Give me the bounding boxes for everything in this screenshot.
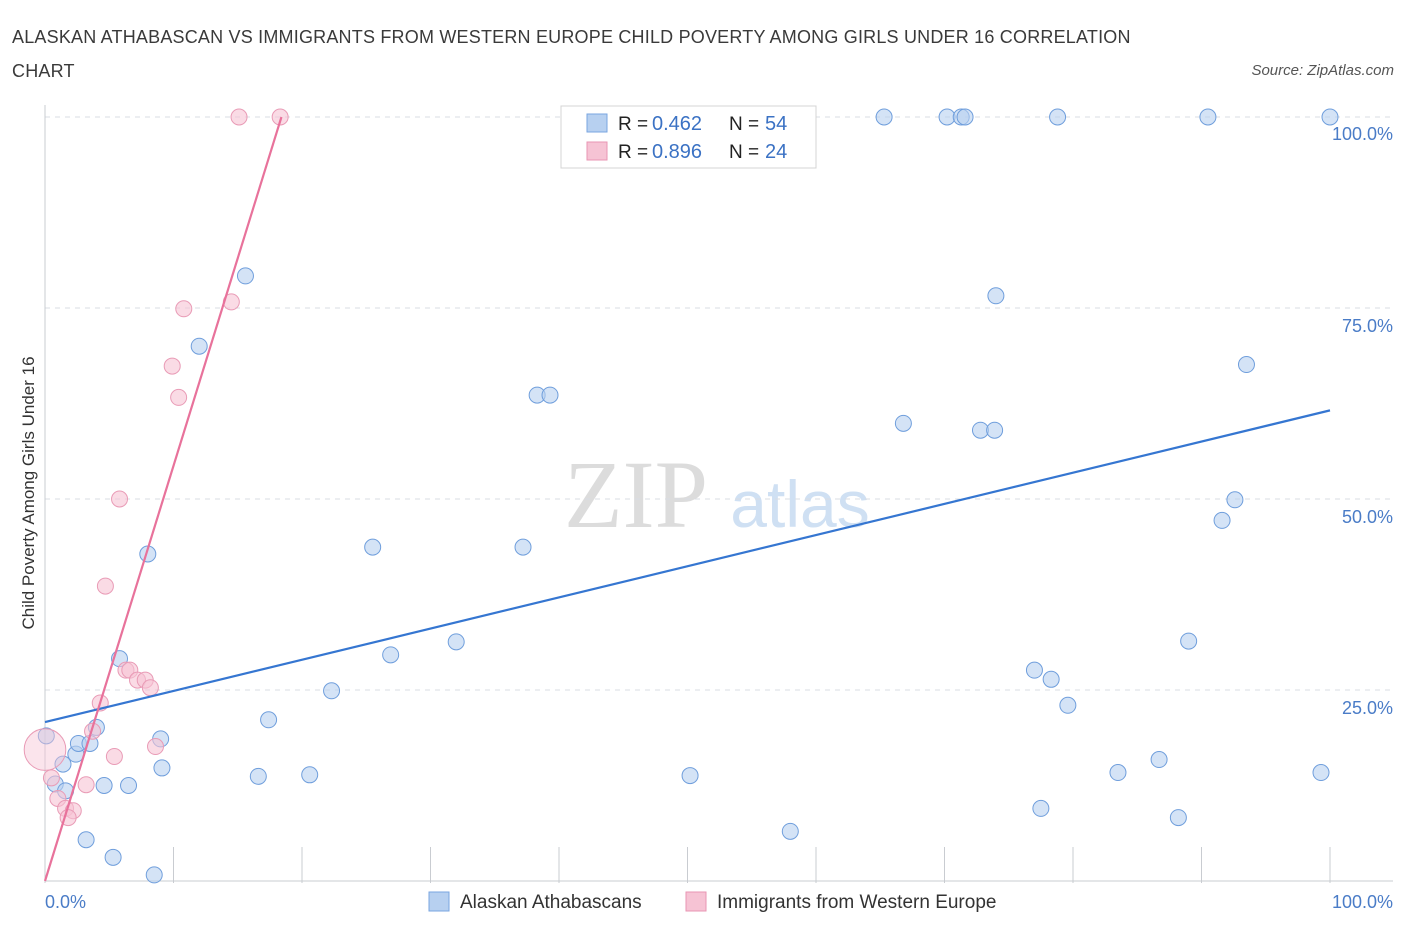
point-western-europe-20 [175,300,193,318]
point-alaskan-athabascan-10 [95,777,113,794]
legend-label-alaskan-athabascans: Alaskan Athabascans [460,892,642,913]
point-western-europe-11 [111,490,129,508]
point-western-europe-23 [271,108,289,126]
point-alaskan-athabascan-35 [956,108,974,126]
point-alaskan-athabascan-44 [1109,764,1127,782]
point-alaskan-athabascan-2 [54,755,72,773]
point-alaskan-athabascan-29 [681,767,699,785]
point-alaskan-athabascan-30 [781,822,799,840]
point-alaskan-athabascan-40 [1032,799,1050,817]
point-alaskan-athabascan-14 [145,866,163,884]
point-alaskan-athabascan-19 [249,767,267,785]
stats-r-label-blue: R = [618,114,648,135]
x-tick-label-max: 100.0% [1332,892,1393,912]
point-western-europe-16 [141,679,159,697]
point-alaskan-athabascan-46 [1169,809,1187,827]
point-western-europe-9 [96,577,114,595]
point-alaskan-athabascan-28 [541,386,559,404]
point-alaskan-athabascan-32 [894,414,912,432]
y-tick-label-75: 75.0% [1342,316,1393,336]
series-legend: Alaskan Athabascans Immigrants from West… [428,891,996,913]
point-alaskan-athabascan-31 [875,108,893,126]
source-credit: Source: ZipAtlas.com [1251,62,1394,79]
x-tick-label-min: 0.0% [45,892,86,912]
trend-lines [43,116,1331,882]
chart-title: ALASKAN ATHABASCAN VS IMMIGRANTS FROM WE… [12,27,1131,81]
y-tick-label-50: 50.0% [1342,507,1393,527]
point-alaskan-athabascan-9 [104,848,122,866]
y-tick-labels: 25.0% 50.0% 75.0% 100.0% [1332,124,1393,718]
stats-n-value-pink: 24 [765,141,787,163]
point-alaskan-athabascan-18 [236,267,254,285]
point-western-europe-6 [77,776,95,794]
point-alaskan-athabascan-49 [1213,511,1231,529]
point-alaskan-athabascan-52 [1312,764,1330,782]
stats-n-value-blue: 54 [765,113,787,135]
stats-n-label-blue: N = [729,114,759,135]
point-western-europe-10 [105,747,123,765]
point-alaskan-athabascan-16 [153,759,171,777]
stats-legend-swatch-pink [586,141,608,161]
point-alaskan-athabascan-0 [37,727,55,745]
watermark: ZIP atlas [564,441,870,548]
series-immigrants-western-europe-points [23,108,289,827]
point-alaskan-athabascan-39 [1025,661,1043,679]
point-western-europe-7 [84,722,102,740]
point-alaskan-athabascan-11 [120,777,138,794]
gridlines [45,116,1393,691]
point-alaskan-athabascan-51 [1237,356,1255,374]
y-axis-label: Child Poverty Among Girls Under 16 [19,356,38,629]
point-alaskan-athabascan-24 [382,646,400,664]
point-western-europe-19 [170,388,188,406]
point-western-europe-17 [147,738,165,756]
x-ticks [44,847,1331,883]
point-western-europe-18 [163,357,181,375]
stats-n-label-pink: N = [729,142,759,163]
point-alaskan-athabascan-33 [938,108,956,126]
point-alaskan-athabascan-45 [1150,751,1168,769]
legend-swatch-alaskan-athabascans [428,891,450,912]
series-alaskan-athabascans-points [37,108,1339,884]
point-alaskan-athabascan-50 [1226,491,1244,509]
stats-r-label-pink: R = [618,142,648,163]
point-western-europe-22 [230,108,248,126]
point-alaskan-athabascan-43 [1059,696,1077,714]
point-alaskan-athabascan-42 [1049,108,1067,126]
watermark-atlas: atlas [730,467,869,541]
point-alaskan-athabascan-37 [986,421,1004,439]
point-alaskan-athabascan-21 [301,766,319,784]
legend-swatch-immigrants-western-europe [685,891,707,912]
point-alaskan-athabascan-25 [447,633,465,651]
point-alaskan-athabascan-48 [1199,108,1217,126]
point-alaskan-athabascan-53 [1321,108,1339,126]
watermark-zip: ZIP [564,441,708,548]
trend-line-alaskan-athabascans [44,409,1331,724]
axes [44,105,1393,882]
point-alaskan-athabascan-17 [190,337,208,355]
point-western-europe-1 [42,769,60,787]
point-alaskan-athabascan-8 [77,831,95,849]
point-alaskan-athabascan-20 [260,711,278,729]
point-alaskan-athabascan-36 [971,421,989,439]
point-alaskan-athabascan-22 [323,682,341,700]
legend-label-immigrants-western-europe: Immigrants from Western Europe [717,892,996,913]
stats-r-value-blue: 0.462 [652,113,702,135]
point-alaskan-athabascan-41 [1042,670,1060,688]
y-tick-label-100: 100.0% [1332,124,1393,144]
point-western-europe-0 [23,728,67,771]
point-alaskan-athabascan-38 [987,287,1005,305]
stats-r-value-pink: 0.896 [652,141,702,163]
stats-legend-swatch-blue [586,113,608,133]
trend-line-immigrants-western-europe [43,116,283,882]
stats-legend: R = 0.462 N = 54 R = 0.896 N = 24 [560,105,817,169]
point-alaskan-athabascan-26 [514,538,532,556]
point-alaskan-athabascan-23 [364,538,382,556]
y-tick-label-25: 25.0% [1342,698,1393,718]
point-alaskan-athabascan-47 [1180,632,1198,650]
